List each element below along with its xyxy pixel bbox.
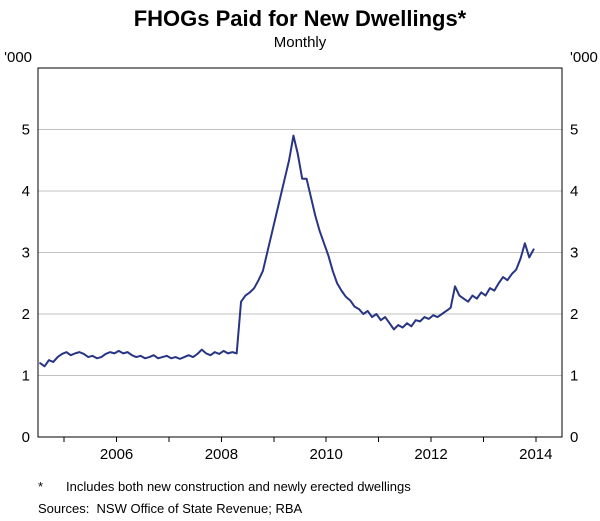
data-line (39, 134, 535, 368)
y-tick-label-left: 1 (22, 368, 30, 385)
y-tick-label-left: 5 (22, 122, 30, 139)
x-tick-label: 2010 (310, 446, 343, 463)
x-tick-label: 2012 (414, 446, 447, 463)
chart-title: FHOGs Paid for New Dwellings* (133, 6, 467, 31)
y-tick-label-right: 3 (570, 245, 578, 262)
y-tick-label-right: 5 (570, 122, 578, 139)
y-tick-label-left: 0 (22, 429, 30, 446)
x-tick-label: 2008 (205, 446, 238, 463)
plot-border (37, 67, 563, 438)
chart-sources: Sources: NSW Office of State Revenue; RB… (38, 501, 303, 516)
y-tick-label-right: 4 (570, 183, 578, 200)
y-tick-label-right: 1 (570, 368, 578, 385)
y-tick-label-left: 2 (22, 306, 30, 323)
y-tick-label-left: 4 (22, 183, 30, 200)
y-tick-label-left: 3 (22, 245, 30, 262)
x-tick-label: 2006 (100, 446, 133, 463)
chart-subtitle: Monthly (273, 34, 327, 51)
y-axis-unit-left: '000 (4, 49, 32, 66)
y-tick-label-right: 0 (570, 429, 578, 446)
footnote-text: Includes both new construction and newly… (66, 479, 411, 494)
footnote-marker: * (38, 479, 44, 494)
y-tick-label-right: 2 (570, 306, 578, 323)
x-tick-label: 2014 (519, 446, 552, 463)
y-axis-unit-right: '000 (570, 49, 598, 66)
chart-footnote: * Includes both new construction and newl… (38, 479, 578, 494)
